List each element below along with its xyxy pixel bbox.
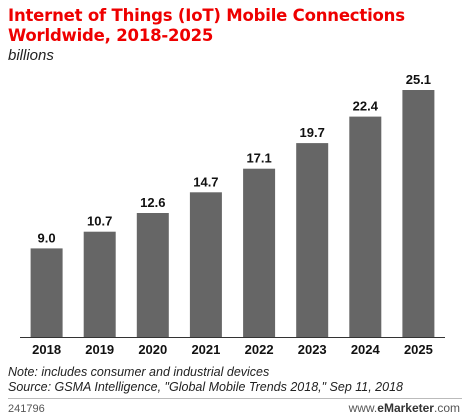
- x-tick-label-2023: 2023: [298, 342, 327, 357]
- bar-2021: [189, 192, 222, 337]
- chart-id: 241796: [8, 403, 45, 415]
- data-label-2019: 10.7: [87, 214, 112, 229]
- bar-2018: [30, 248, 63, 337]
- bar-2025: [402, 90, 435, 337]
- data-label-2021: 14.7: [193, 174, 218, 189]
- footnote-note: Note: includes consumer and industrial d…: [8, 365, 270, 379]
- bar-2022: [243, 168, 276, 337]
- x-tick-label-2022: 2022: [245, 342, 274, 357]
- brand-url: www.eMarketer.com: [349, 401, 460, 415]
- bar-2023: [296, 143, 329, 337]
- chart-title-line-2: Worldwide, 2018-2025: [8, 26, 214, 45]
- bar-2024: [349, 116, 382, 337]
- data-label-2018: 9.0: [38, 230, 56, 245]
- data-label-2022: 17.1: [246, 151, 271, 166]
- x-tick-label-2019: 2019: [85, 342, 114, 357]
- brand-suffix: .com: [433, 401, 460, 415]
- chart-title-line-1: Internet of Things (IoT) Mobile Connecti…: [8, 6, 405, 25]
- chart-subtitle: billions: [8, 47, 54, 64]
- data-label-2023: 19.7: [300, 125, 325, 140]
- bar-2019: [83, 231, 116, 337]
- x-tick-label-2021: 2021: [191, 342, 220, 357]
- brand-e: e: [377, 401, 384, 415]
- x-tick-label-2025: 2025: [404, 342, 433, 357]
- x-tick-label-2024: 2024: [351, 342, 381, 357]
- footnote-source: Source: GSMA Intelligence, "Global Mobil…: [8, 380, 403, 394]
- footnote: Note: includes consumer and industrial d…: [8, 365, 403, 395]
- data-label-2025: 25.1: [406, 72, 431, 87]
- bar-2020: [136, 213, 169, 337]
- data-label-2020: 12.6: [140, 195, 165, 210]
- x-tick-label-2020: 2020: [138, 342, 167, 357]
- brand-prefix: www.: [348, 401, 378, 415]
- brand-name: Marketer: [383, 401, 434, 415]
- x-tick-label-2018: 2018: [32, 342, 61, 357]
- chart-title: Internet of Things (IoT) Mobile Connecti…: [8, 6, 448, 46]
- data-label-2024: 22.4: [353, 99, 379, 114]
- footer-divider: [8, 398, 462, 399]
